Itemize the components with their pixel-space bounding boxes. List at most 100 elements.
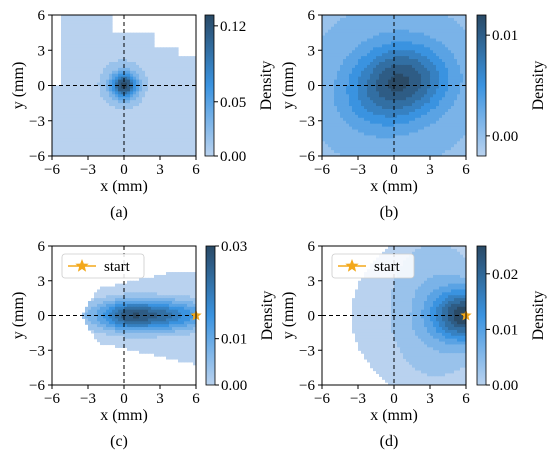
- density-cell: [85, 59, 89, 63]
- density-cell: [94, 53, 98, 57]
- density-cell: [145, 306, 149, 311]
- density-cell: [124, 97, 128, 101]
- density-cell: [331, 20, 335, 25]
- density-cell: [361, 47, 365, 51]
- density-cell: [172, 100, 176, 104]
- density-cell: [103, 144, 107, 148]
- density-cell: [337, 129, 341, 134]
- density-cell: [187, 274, 191, 279]
- density-cell: [94, 41, 98, 45]
- density-cell: [109, 29, 113, 34]
- density-cell: [82, 106, 86, 110]
- density-cell: [346, 144, 350, 148]
- density-cell: [460, 15, 464, 19]
- density-cell: [379, 32, 383, 37]
- density-cell: [373, 47, 377, 51]
- density-cell: [82, 150, 86, 154]
- density-cell: [388, 17, 392, 22]
- density-cell: [430, 44, 434, 48]
- density-cell: [70, 88, 74, 92]
- density-cell: [127, 114, 131, 119]
- density-cell: [385, 38, 389, 43]
- density-cell: [130, 306, 134, 311]
- density-cell: [73, 62, 77, 66]
- density-cell: [328, 138, 332, 142]
- density-cell: [124, 123, 128, 128]
- density-cell: [133, 82, 137, 87]
- density-cell: [343, 56, 347, 60]
- density-cell: [148, 94, 152, 98]
- density-cell: [463, 129, 466, 134]
- density-cell: [175, 109, 179, 113]
- density-cell: [388, 144, 392, 148]
- density-cell: [376, 70, 380, 75]
- density-cell: [190, 303, 194, 308]
- density-cell: [442, 82, 446, 87]
- density-cell: [457, 35, 461, 40]
- density-cell: [361, 15, 365, 19]
- density-cell: [370, 117, 374, 122]
- density-cell: [328, 15, 332, 19]
- density-cell: [112, 50, 116, 54]
- density-cell: [70, 20, 74, 25]
- density-cell: [109, 295, 113, 299]
- density-cell: [463, 26, 466, 31]
- density-cell: [355, 94, 359, 98]
- density-cell: [139, 88, 143, 92]
- density-cell: [322, 53, 326, 57]
- density-cell: [400, 23, 404, 28]
- density-cell: [352, 59, 356, 63]
- density-cell: [394, 41, 398, 45]
- density-cell: [115, 82, 119, 87]
- density-cell: [352, 123, 356, 128]
- density-cell: [160, 321, 164, 325]
- density-cell: [418, 144, 422, 148]
- density-cell: [133, 50, 137, 54]
- density-cell: [157, 85, 161, 90]
- density-cell: [403, 94, 407, 98]
- density-cell: [178, 312, 182, 317]
- density-cell: [169, 109, 173, 113]
- density-cell: [151, 91, 155, 95]
- density-cell: [91, 147, 95, 151]
- density-cell: [343, 38, 347, 43]
- density-cell: [322, 35, 326, 40]
- density-cell: [436, 44, 440, 48]
- density-cell: [160, 123, 164, 128]
- density-cell: [355, 59, 359, 63]
- density-cell: [169, 120, 173, 125]
- density-cell: [394, 64, 398, 69]
- density-cell: [52, 135, 56, 139]
- density-cell: [97, 103, 101, 107]
- density-cell: [448, 15, 452, 19]
- density-cell: [85, 79, 89, 84]
- density-cell: [406, 85, 410, 90]
- density-cell: [91, 153, 95, 156]
- density-cell: [409, 103, 413, 107]
- density-cell: [337, 23, 341, 28]
- density-cell: [106, 138, 110, 142]
- density-cell: [427, 117, 431, 122]
- density-cell: [91, 62, 95, 66]
- density-cell: [157, 82, 161, 87]
- density-cell: [361, 147, 365, 151]
- density-cell: [157, 62, 161, 66]
- density-cell: [442, 67, 446, 72]
- density-cell: [454, 53, 458, 57]
- density-cell: [394, 20, 398, 25]
- density-cell: [424, 15, 428, 19]
- density-cell: [79, 73, 83, 78]
- density-cell: [361, 44, 365, 48]
- density-cell: [439, 147, 443, 151]
- density-cell: [418, 120, 422, 125]
- density-cell: [148, 103, 152, 107]
- density-cell: [154, 129, 158, 134]
- density-cell: [73, 79, 77, 84]
- density-cell: [418, 138, 422, 142]
- density-cell: [91, 53, 95, 57]
- density-cell: [454, 153, 458, 156]
- density-cell: [193, 292, 196, 296]
- density-cell: [76, 59, 80, 63]
- density-cell: [364, 15, 368, 19]
- density-cell: [445, 117, 449, 122]
